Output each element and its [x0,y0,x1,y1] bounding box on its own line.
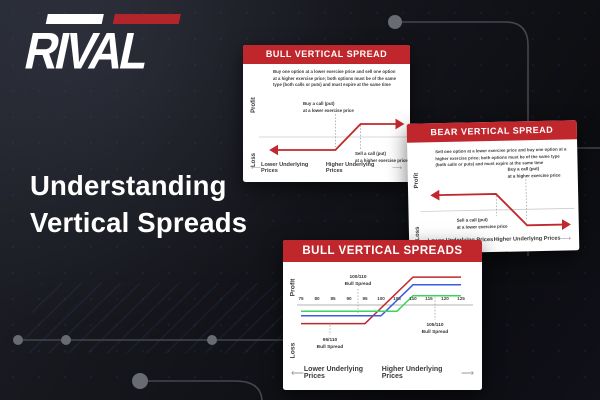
circuit-node-dot [132,373,148,389]
payoff-line [269,118,405,156]
payoff-line [301,294,461,312]
bull-payoff-chart [259,114,407,156]
rival-logo: RIVAL [20,14,181,80]
buy-annotation: Buy a call (put) at a higher exercise pr… [507,166,561,179]
circuit-node-dot [61,335,71,345]
x-axis-labels: ⟵ Lower Underlying Prices Higher Underly… [251,162,402,174]
circuit-line-top-right [395,21,529,256]
left-arrow-icon: ⟵ [291,367,304,378]
zero-profit-line [420,207,575,212]
right-arrow-icon: ⟶ [391,165,402,172]
title-line-1: Understanding [30,170,227,201]
bull-card-title: BULL VERTICAL SPREAD [243,45,410,64]
spread-95-110-annotation: 95/110 Bull Spread [316,338,344,351]
circuit-line-bottom [140,380,263,400]
higher-prices-label: Higher Underlying Prices [381,366,443,380]
profit-axis-label: Profit [413,172,421,189]
circuit-node-dot [207,335,217,345]
payoff-line [301,276,461,325]
bull-card-description: Buy one option at a lower exercise price… [273,69,396,88]
page-title: Understanding Vertical Spreads [30,167,247,241]
payoff-line [301,284,461,317]
spreads-comparison-chart [297,276,473,335]
circuit-node-dot [388,15,402,29]
rival-logo-text: RIVAL [19,21,152,80]
circuit-node-dot [13,335,23,345]
loss-axis-label: Loss [289,342,297,359]
right-arrow-icon: ⟶ [461,367,474,378]
payoff-line [430,189,571,230]
spread-100-110-annotation: 100/110 Bull Spread [344,275,372,288]
lower-prices-label: Lower Underlying Prices [303,366,364,380]
sell-annotation: Sell a call (put) at a higher exercise p… [355,151,408,163]
bear-payoff-chart [420,179,575,230]
bull-vertical-spreads-card: BULL VERTICAL SPREADS 75 80 85 90 95 100 105 11… [283,240,482,390]
bull-vertical-spread-card: BULL VERTICAL SPREAD Buy one option at a… [243,45,410,182]
profit-axis-label: Profit [289,278,297,297]
buy-annotation: Buy a call (put) at a lower exercise pri… [303,101,354,113]
x-axis-labels: ⟵ Lower Underlying Prices Higher Underly… [291,366,474,380]
annotation-pointer-line [525,179,528,222]
title-line-2: Vertical Spreads [30,207,248,238]
bear-vertical-spread-card: BEAR VERTICAL SPREAD Sell one option at … [406,120,580,254]
right-arrow-icon: ⟶ [560,235,572,243]
sell-annotation: Sell a call (put) at a lower exercise pr… [456,217,508,230]
spread-105-110-annotation: 105/110 Bull Spread [421,323,449,336]
lower-prices-label: Lower Underlying Prices [261,162,309,174]
spreads-card-title: BULL VERTICAL SPREADS [283,240,482,262]
higher-prices-label: Higher Underlying Prices [493,235,561,243]
higher-prices-label: Higher Underlying Prices [325,162,375,174]
left-arrow-icon: ⟵ [251,165,262,172]
profit-axis-label: Profit [251,97,257,113]
